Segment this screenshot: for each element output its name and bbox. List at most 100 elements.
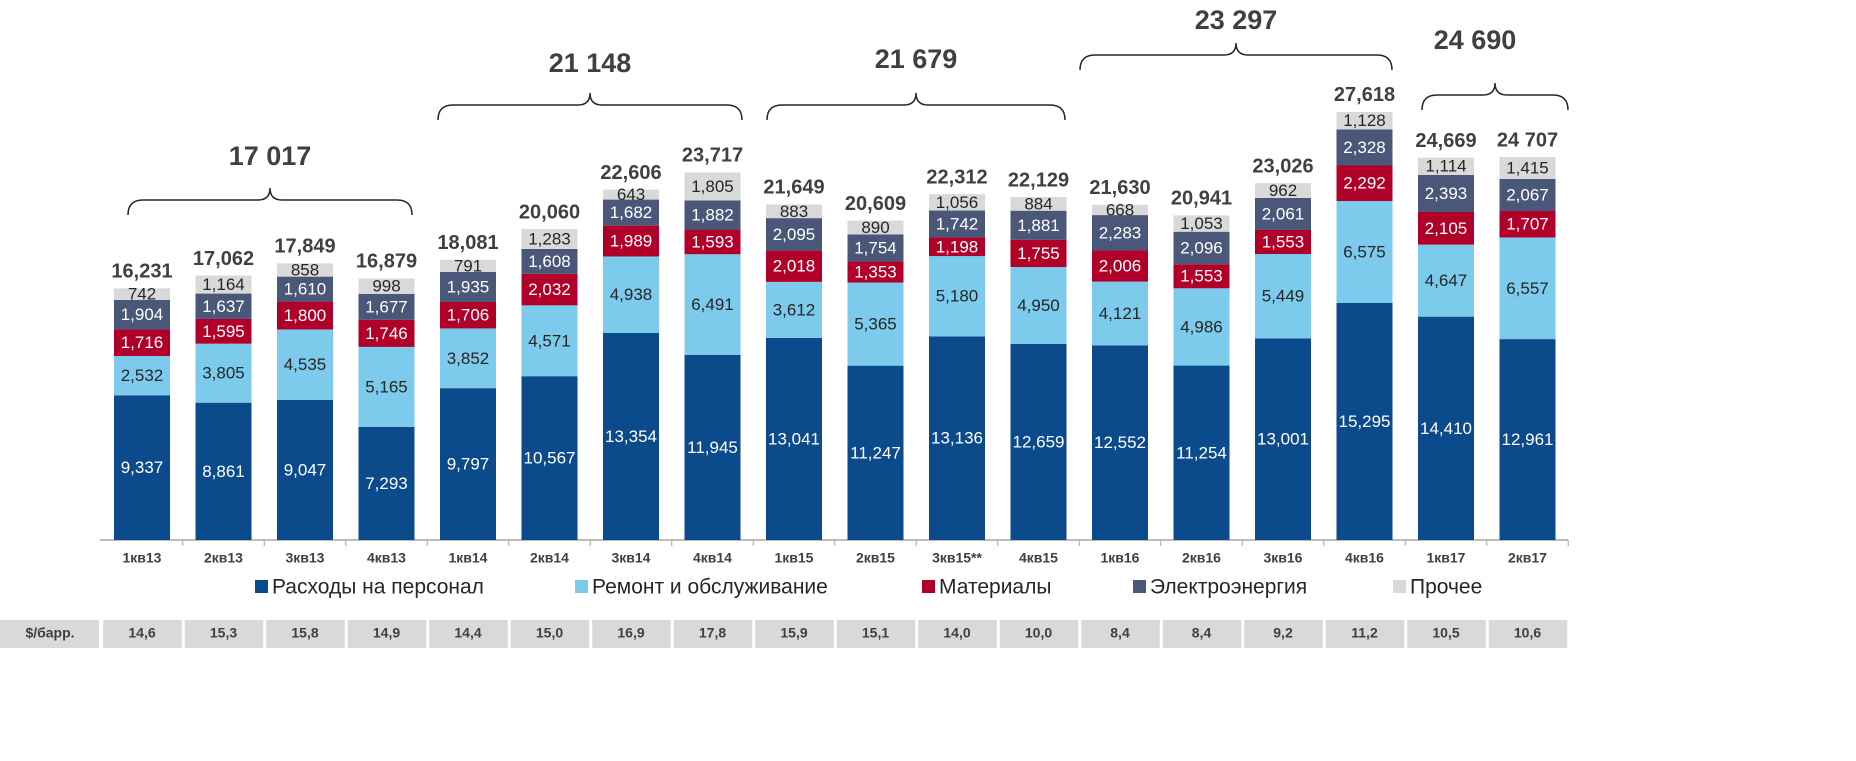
bar-segment bbox=[1092, 250, 1148, 282]
bar-segment bbox=[277, 399, 333, 540]
data-label: 9,337 bbox=[121, 458, 164, 477]
table-cell bbox=[836, 620, 916, 648]
bar-segment bbox=[114, 288, 170, 300]
data-label: 1,935 bbox=[447, 277, 490, 296]
data-label: 890 bbox=[861, 218, 889, 237]
data-label: 4,986 bbox=[1180, 317, 1223, 336]
data-label: 1,595 bbox=[202, 322, 245, 341]
data-label: 6,575 bbox=[1343, 242, 1386, 261]
table-cell bbox=[0, 620, 99, 648]
data-label: 3,852 bbox=[447, 349, 490, 368]
table-value: 14,4 bbox=[454, 625, 481, 641]
bar-segment bbox=[358, 426, 415, 540]
table-value: 8,4 bbox=[1110, 625, 1130, 641]
data-label: 5,449 bbox=[1262, 287, 1305, 306]
data-label: 1,904 bbox=[121, 305, 164, 324]
data-label: 4,950 bbox=[1017, 296, 1060, 315]
bar-segment bbox=[1173, 264, 1230, 289]
table-cell bbox=[918, 620, 997, 648]
data-label: 1,881 bbox=[1017, 216, 1060, 235]
table-value: 8,4 bbox=[1192, 625, 1212, 641]
group-total: 24 690 bbox=[1434, 25, 1517, 55]
bar-segment bbox=[929, 256, 985, 337]
data-label: 2,067 bbox=[1506, 185, 1549, 204]
data-label: 6,491 bbox=[691, 295, 734, 314]
data-label: 2,283 bbox=[1099, 223, 1142, 242]
x-tick-label: 4кв14 bbox=[693, 550, 732, 566]
table-value: 14,0 bbox=[943, 625, 970, 641]
table-label: $/барр. bbox=[25, 625, 74, 641]
group-bracket bbox=[437, 92, 743, 121]
bar-segment bbox=[440, 301, 496, 329]
data-label: 2,328 bbox=[1343, 138, 1386, 157]
total-label: 27,618 bbox=[1334, 84, 1395, 106]
data-label: 791 bbox=[454, 256, 482, 275]
legend-label: Расходы на персонал bbox=[272, 576, 484, 599]
bar-segment bbox=[1336, 201, 1393, 303]
data-label: 1,128 bbox=[1343, 111, 1386, 130]
bar-segment bbox=[766, 250, 822, 282]
data-label: 1,198 bbox=[936, 237, 979, 256]
bar-segment bbox=[1418, 211, 1474, 245]
data-label: 3,805 bbox=[202, 364, 245, 383]
data-label: 4,647 bbox=[1425, 271, 1468, 290]
bar-segment bbox=[603, 189, 659, 200]
table-value: 10,0 bbox=[1025, 625, 1052, 641]
bar-segment bbox=[766, 204, 822, 219]
total-label: 23,026 bbox=[1252, 155, 1313, 177]
table-cell bbox=[592, 620, 671, 648]
bar-segment bbox=[1499, 237, 1556, 340]
x-tick-label: 3кв13 bbox=[286, 550, 325, 566]
bar-segment bbox=[1418, 174, 1474, 212]
bar-segment bbox=[1255, 254, 1311, 339]
bar-segment bbox=[1092, 345, 1148, 540]
data-label: 12,961 bbox=[1502, 430, 1554, 449]
data-label: 13,136 bbox=[931, 429, 983, 448]
data-label: 1,746 bbox=[365, 324, 408, 343]
bar-segment bbox=[603, 199, 659, 226]
bar-segment bbox=[277, 301, 333, 330]
table-value: 17,8 bbox=[699, 625, 726, 641]
bar-segment bbox=[1336, 165, 1393, 202]
data-label: 3,612 bbox=[773, 300, 816, 319]
group-bracket bbox=[1421, 82, 1569, 111]
bar-segment bbox=[440, 328, 496, 389]
data-label: 13,354 bbox=[605, 427, 657, 446]
legend-label: Ремонт и обслуживание bbox=[592, 576, 828, 599]
data-label: 2,096 bbox=[1180, 238, 1223, 257]
bar-segment bbox=[1173, 231, 1230, 265]
data-label: 962 bbox=[1269, 181, 1297, 200]
data-label: 2,032 bbox=[528, 280, 571, 299]
bar-segment bbox=[521, 248, 578, 274]
bar-segment bbox=[1092, 204, 1148, 216]
bar-segment bbox=[358, 319, 415, 347]
table-value: 11,2 bbox=[1351, 625, 1378, 641]
bar-segment bbox=[521, 229, 578, 249]
bar-segment bbox=[684, 200, 741, 230]
table-cell bbox=[1244, 620, 1323, 648]
bar-segment bbox=[1010, 239, 1067, 268]
table-cell bbox=[755, 620, 834, 648]
total-label: 17,849 bbox=[274, 236, 335, 258]
bar-segment bbox=[847, 261, 904, 283]
bar-segment bbox=[1173, 288, 1230, 366]
bar-segment bbox=[114, 356, 170, 396]
data-label: 12,552 bbox=[1094, 433, 1146, 452]
bar-segment bbox=[603, 333, 659, 540]
data-label: 1,608 bbox=[528, 252, 571, 271]
data-label: 1,707 bbox=[1506, 215, 1549, 234]
bar-segment bbox=[358, 346, 415, 427]
table-cell bbox=[429, 620, 508, 648]
data-label: 1,882 bbox=[691, 205, 734, 224]
table-value: 15,8 bbox=[291, 625, 318, 641]
x-tick-label: 1кв13 bbox=[123, 550, 162, 566]
data-label: 1,989 bbox=[610, 232, 653, 251]
x-tick-label: 3кв15** bbox=[932, 550, 982, 566]
x-tick-label: 2кв17 bbox=[1508, 550, 1547, 566]
bar-segment bbox=[1010, 343, 1067, 540]
total-label: 20,609 bbox=[845, 193, 906, 215]
data-label: 742 bbox=[128, 285, 156, 304]
data-label: 1,742 bbox=[936, 215, 979, 234]
x-tick-label: 2кв14 bbox=[530, 550, 569, 566]
bar-segment bbox=[195, 343, 252, 403]
